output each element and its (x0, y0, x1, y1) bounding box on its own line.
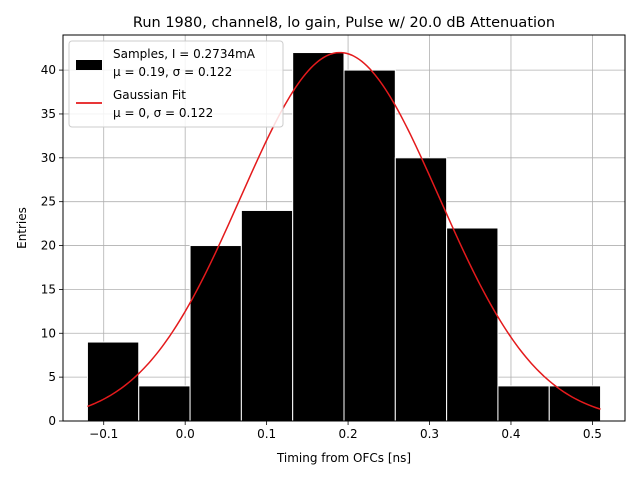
histogram-bar (138, 385, 191, 422)
histogram-bar (292, 52, 345, 422)
y-tick-label: 5 (48, 370, 56, 384)
x-axis-label: Timing from OFCs [ns] (276, 451, 411, 465)
y-tick-label: 10 (41, 326, 56, 340)
y-tick-label: 30 (41, 151, 56, 165)
x-tick-label: 0.3 (420, 427, 439, 441)
legend-samples-stats: μ = 0.19, σ = 0.122 (113, 65, 232, 79)
x-tick-label: 0.4 (501, 427, 520, 441)
x-axis-ticks: −0.1 0.0 0.1 0.2 0.3 0.4 0.5 (89, 421, 602, 441)
x-tick-label: 0.2 (339, 427, 358, 441)
y-tick-label: 15 (41, 282, 56, 296)
legend-fit-stats: μ = 0, σ = 0.122 (113, 106, 213, 120)
y-tick-label: 0 (48, 414, 56, 428)
y-tick-label: 35 (41, 107, 56, 121)
histogram-bar (343, 69, 396, 422)
legend-fit-label: Gaussian Fit (113, 88, 186, 102)
x-tick-label: −0.1 (89, 427, 118, 441)
legend-box (68, 40, 284, 128)
y-axis-label: Entries (15, 207, 29, 249)
legend-samples-label: Samples, I = 0.2734mA (113, 47, 256, 61)
y-tick-label: 40 (41, 63, 56, 77)
x-tick-label: 0.1 (257, 427, 276, 441)
x-tick-label: 0.5 (583, 427, 602, 441)
histogram-bar (240, 209, 294, 422)
histogram-bar (446, 227, 499, 422)
plot-frame (62, 34, 626, 422)
histogram-bar (548, 385, 602, 422)
histogram-bar (394, 157, 448, 422)
histogram-bar (189, 245, 242, 422)
legend: Samples, I = 0.2734mA μ = 0.19, σ = 0.12… (68, 40, 284, 128)
legend-samples-swatch (76, 60, 102, 70)
chart-title: Run 1980, channel8, lo gain, Pulse w/ 20… (133, 15, 555, 31)
histogram-bars (86, 52, 602, 422)
x-tick-label: 0.0 (176, 427, 195, 441)
y-tick-label: 25 (41, 195, 56, 209)
y-axis-ticks: 0 5 10 15 20 25 30 35 40 (41, 63, 63, 428)
y-tick-label: 20 (41, 239, 56, 253)
gaussian-fit-curve (87, 51, 601, 410)
histogram-bar (497, 385, 550, 422)
